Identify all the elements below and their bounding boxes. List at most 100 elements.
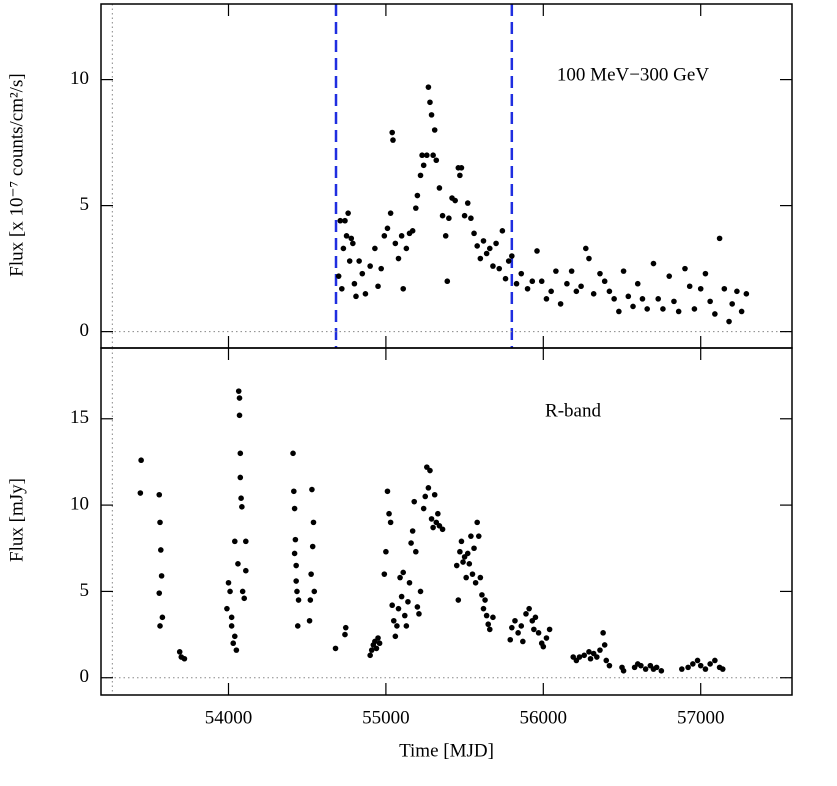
data-point <box>482 597 488 603</box>
data-point <box>227 588 233 595</box>
data-point <box>548 288 554 295</box>
data-point <box>345 210 351 216</box>
data-point <box>543 296 550 302</box>
data-point <box>419 152 425 159</box>
data-point <box>392 240 399 247</box>
data-point <box>294 623 301 629</box>
y-tick-label: 5 <box>80 194 90 215</box>
data-point <box>480 605 487 612</box>
data-point <box>666 273 673 279</box>
data-point <box>351 280 358 287</box>
data-point <box>483 612 490 619</box>
x-tick-label: 55000 <box>362 707 410 728</box>
data-point <box>400 285 407 292</box>
data-point <box>413 548 419 555</box>
data-point <box>557 301 564 307</box>
x-tick-label: 57000 <box>677 707 725 728</box>
data-point <box>486 245 493 252</box>
data-point <box>532 614 539 621</box>
data-point <box>353 293 359 300</box>
data-point <box>455 597 462 603</box>
data-point <box>712 311 718 317</box>
data-point <box>564 280 570 287</box>
data-point <box>639 296 646 302</box>
data-point <box>387 519 394 526</box>
data-point <box>444 278 451 285</box>
data-point <box>475 533 482 539</box>
data-point <box>230 640 237 647</box>
data-point <box>472 579 479 586</box>
data-point <box>435 510 441 517</box>
data-point <box>606 288 613 295</box>
data-point <box>520 638 526 645</box>
data-point <box>597 647 603 653</box>
data-point <box>228 623 235 629</box>
data-point <box>181 655 188 662</box>
data-point <box>235 560 241 567</box>
y-axis-label: Flux [mJy] <box>6 478 27 562</box>
data-point <box>679 666 685 672</box>
data-point <box>157 519 163 526</box>
data-point <box>386 510 392 517</box>
data-point <box>660 306 666 312</box>
data-point <box>634 280 641 287</box>
data-point <box>381 571 388 577</box>
data-point <box>439 526 446 533</box>
data-point <box>719 666 726 672</box>
data-point <box>243 538 249 545</box>
data-point <box>138 457 144 464</box>
data-point <box>231 538 238 545</box>
data-point <box>401 612 408 619</box>
data-point <box>597 270 603 277</box>
data-point <box>600 630 606 636</box>
data-point <box>535 630 542 636</box>
data-point <box>493 240 499 247</box>
data-point <box>339 285 345 292</box>
data-point <box>529 278 536 285</box>
data-point <box>378 265 384 272</box>
data-point <box>239 504 245 510</box>
data-point <box>395 255 402 262</box>
data-point <box>606 662 613 669</box>
data-point <box>464 550 471 557</box>
data-point <box>431 491 438 498</box>
data-point <box>225 579 232 586</box>
data-point <box>702 666 709 672</box>
data-point <box>738 308 745 315</box>
data-point <box>156 590 163 596</box>
data-point <box>490 263 496 269</box>
data-point <box>390 617 397 624</box>
data-point <box>342 631 348 638</box>
y-tick-label: 5 <box>80 580 90 601</box>
data-point <box>515 630 521 636</box>
data-point <box>411 498 418 505</box>
data-point <box>463 574 469 581</box>
data-point <box>485 621 492 628</box>
data-point <box>653 664 660 671</box>
data-point <box>461 212 468 219</box>
data-point <box>483 250 490 257</box>
data-point <box>409 228 416 234</box>
data-point <box>376 640 383 647</box>
data-point <box>496 265 503 272</box>
data-point <box>335 273 342 279</box>
data-point <box>417 588 424 595</box>
data-point <box>538 278 545 285</box>
data-point <box>433 157 440 164</box>
data-point <box>307 597 314 603</box>
data-point <box>686 283 693 290</box>
data-point <box>291 488 297 495</box>
data-point <box>638 662 644 669</box>
data-point <box>502 275 509 282</box>
data-point <box>398 593 405 600</box>
data-point <box>405 598 411 605</box>
y-tick-label: 0 <box>80 320 90 341</box>
data-point <box>480 238 487 244</box>
data-point <box>406 579 413 586</box>
data-point <box>372 245 378 252</box>
data-point <box>389 602 395 609</box>
data-point <box>630 303 636 310</box>
data-point <box>471 230 477 237</box>
data-point <box>743 291 750 297</box>
data-point <box>383 548 389 555</box>
